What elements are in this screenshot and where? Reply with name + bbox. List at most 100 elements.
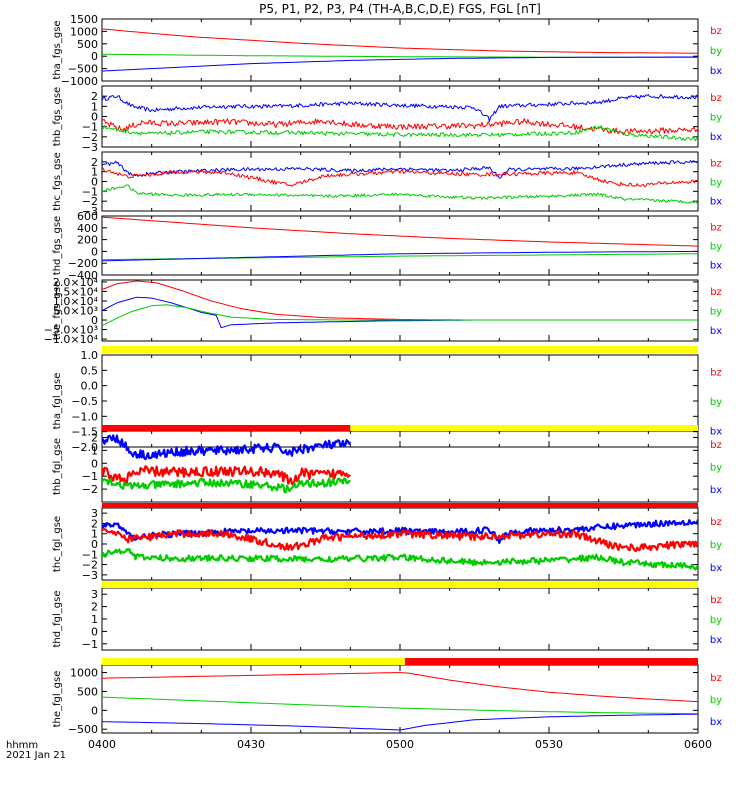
y-tick-label: −500 xyxy=(68,723,98,736)
series-group xyxy=(102,280,698,329)
legend-bz: bz xyxy=(710,517,722,528)
legend-bx: bx xyxy=(710,426,722,437)
series-group xyxy=(102,94,698,142)
series-bz xyxy=(102,528,698,553)
y-tick-label: 5.0×10³ xyxy=(53,305,98,318)
y-tick-label: 0 xyxy=(91,704,98,717)
legend-by: by xyxy=(710,540,722,551)
y-tick-label: −2 xyxy=(82,559,98,572)
y-axis-label: thb_fgl_gse xyxy=(52,438,63,495)
y-tick-label: 1 xyxy=(91,613,98,626)
y-tick-label: −2 xyxy=(82,195,98,208)
series-by xyxy=(102,547,698,571)
y-tick-label: −1.0×10⁴ xyxy=(44,333,99,346)
y-tick-label: −1 xyxy=(82,638,98,651)
series-by xyxy=(102,124,698,142)
legend-by: by xyxy=(710,46,722,57)
chart-title: P5, P1, P2, P3, P4 (TH-A,B,C,D,E) FGS, F… xyxy=(259,2,541,16)
series-group xyxy=(102,160,698,204)
y-tick-label: 1000 xyxy=(70,667,98,680)
legend-by: by xyxy=(710,615,722,626)
y-tick-label: 400 xyxy=(77,222,98,235)
legend-bz: bz xyxy=(710,287,722,298)
status-bar-segment xyxy=(102,503,698,508)
y-tick-label: −3 xyxy=(82,569,98,582)
series-bz xyxy=(102,166,698,188)
panel-the_fgl: 1000 500 0 −500 the_fgl_gse bz by bx xyxy=(52,664,722,736)
y-tick-label: 0 xyxy=(91,538,98,551)
y-tick-label: 500 xyxy=(77,38,98,51)
series-group xyxy=(102,519,698,571)
legend-bx: bx xyxy=(710,563,722,574)
legend-bz: bz xyxy=(710,440,722,451)
legend-by: by xyxy=(710,397,722,408)
y-tick-label: 0 xyxy=(91,111,98,124)
panel-frame xyxy=(101,279,699,342)
panel-frame xyxy=(101,664,699,734)
status-bar-segment xyxy=(102,346,698,353)
y-axis-label: thd_fgl_gse xyxy=(52,591,63,648)
y-tick-label: −3 xyxy=(82,141,98,154)
panel-the_fgs: 2.0×10⁴1.5×10⁴1.0×10⁴5.0×10³0−5.0×10³−1.… xyxy=(44,276,723,346)
y-tick-label: 1.0 xyxy=(81,349,99,362)
y-tick-label: −200 xyxy=(68,257,98,270)
legend-bz: bz xyxy=(710,368,722,379)
series-group xyxy=(102,216,698,262)
y-tick-label: 1500 xyxy=(70,13,98,26)
legend-bz: bz xyxy=(710,673,722,684)
y-tick-label: 1 xyxy=(91,100,98,113)
y-tick-label: −2 xyxy=(82,483,98,496)
y-axis-label: thd_fgs_gse xyxy=(52,216,63,275)
legend-by: by xyxy=(710,178,722,189)
y-tick-label: −2.0 xyxy=(71,441,98,454)
y-tick-label: 3 xyxy=(91,507,98,520)
y-tick-label: 0 xyxy=(91,50,98,63)
y-tick-label: −3 xyxy=(82,205,98,218)
y-tick-label: 0 xyxy=(91,457,98,470)
x-tick-label: 0400 xyxy=(88,738,116,751)
y-tick-label: −1 xyxy=(82,121,98,134)
y-tick-label: 2 xyxy=(91,156,98,169)
series-bx xyxy=(102,250,698,262)
y-tick-label: 200 xyxy=(77,234,98,247)
series-by xyxy=(102,696,698,715)
y-tick-label: 1 xyxy=(91,528,98,541)
y-tick-label: 2 xyxy=(91,90,98,103)
y-tick-label: 0.5 xyxy=(81,364,99,377)
y-tick-label: 600 xyxy=(77,210,98,223)
status-bar-segment xyxy=(102,581,698,588)
legend-by: by xyxy=(710,242,722,253)
y-tick-label: −0.5 xyxy=(71,395,98,408)
y-tick-label: −1 xyxy=(82,470,98,483)
y-axis-label: thc_fgl_gse xyxy=(52,516,63,572)
y-tick-label: 1.0×10⁴ xyxy=(53,295,99,308)
legend-bz: bz xyxy=(710,595,722,606)
y-axis-label: thb_fgs_gse xyxy=(52,87,63,146)
legend-bz: bz xyxy=(710,93,722,104)
series-by xyxy=(102,304,698,327)
bar-thb-fgl-top xyxy=(102,425,698,431)
y-axis-label: tha_fgs_gse xyxy=(52,20,63,79)
legend-bx: bx xyxy=(710,717,722,728)
series-by xyxy=(102,184,698,204)
y-tick-label: −500 xyxy=(68,63,98,76)
status-bar-segment xyxy=(350,425,698,431)
panel-thb_fgs: 210−1−2−3 thb_fgs_gse bz by bx xyxy=(52,85,722,154)
series-bx xyxy=(102,296,698,329)
series-bx xyxy=(102,160,698,179)
bar-tha-fgl xyxy=(102,346,698,353)
series-bx xyxy=(102,713,698,731)
series-bz xyxy=(102,216,698,247)
y-tick-label: 1 xyxy=(91,166,98,179)
y-tick-label: 0 xyxy=(91,245,98,258)
panel-frame xyxy=(101,215,699,276)
x-tick-label: 0600 xyxy=(684,738,712,751)
bar-thd-fgl xyxy=(102,581,698,588)
series-group xyxy=(102,28,698,72)
y-tick-label: −1000 xyxy=(61,75,98,88)
legend-by: by xyxy=(710,307,722,318)
legend-bx: bx xyxy=(710,326,722,337)
